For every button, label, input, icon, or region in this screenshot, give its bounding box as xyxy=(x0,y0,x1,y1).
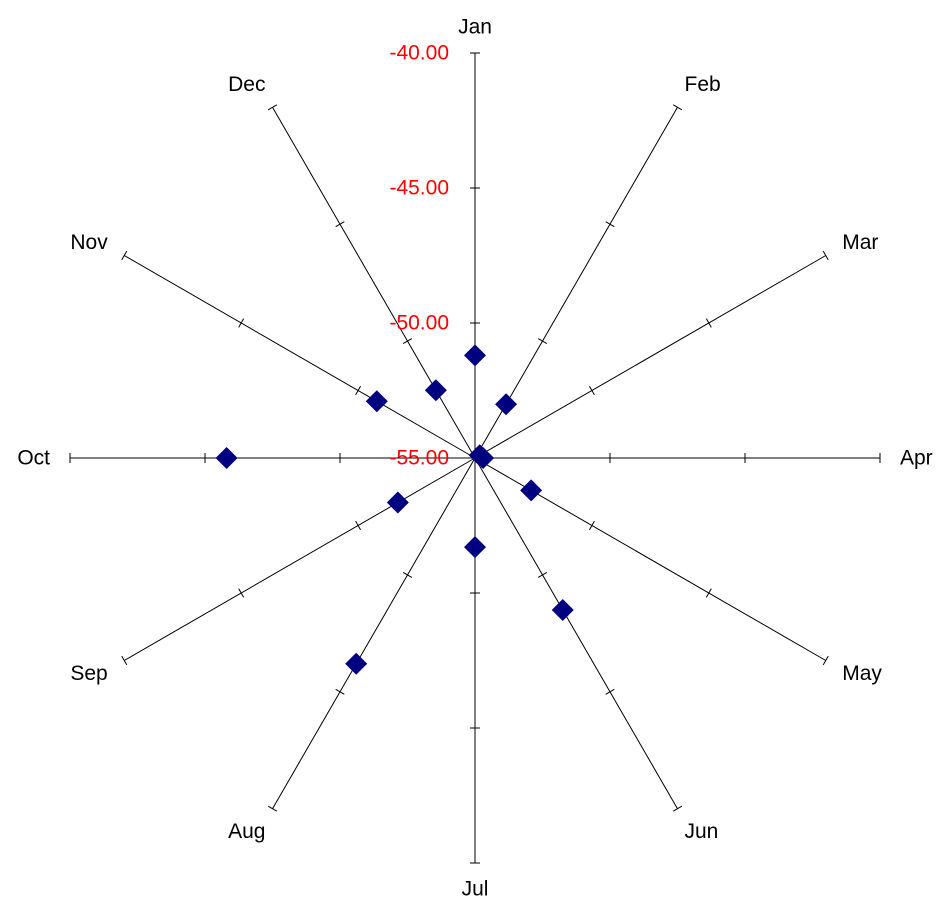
category-label-apr: Apr xyxy=(900,447,933,470)
axis-sep xyxy=(124,457,476,661)
axis-aug xyxy=(272,457,476,809)
tick-jun-3 xyxy=(672,805,683,812)
tick-may-1 xyxy=(588,520,595,531)
axis-dec xyxy=(272,107,476,459)
category-label-jan: Jan xyxy=(458,16,492,39)
tick-feb-1 xyxy=(537,338,548,345)
data-point-sep xyxy=(386,491,409,514)
scale-label-3: -55.00 xyxy=(389,447,449,470)
tick-mar-2 xyxy=(705,318,712,328)
tick-feb-3 xyxy=(672,104,683,111)
data-point-feb xyxy=(495,393,518,416)
tick-dec-2 xyxy=(335,221,345,228)
tick-nov-2 xyxy=(238,318,245,328)
axis-nov xyxy=(124,255,476,459)
scale-label-2: -50.00 xyxy=(389,312,449,335)
tick-dec-1 xyxy=(402,338,413,345)
tick-sep-3 xyxy=(121,655,128,666)
tick-may-3 xyxy=(822,655,829,666)
radar-axes xyxy=(69,52,881,864)
category-label-oct: Oct xyxy=(17,447,50,470)
data-point-jan xyxy=(464,344,486,367)
category-label-aug: Aug xyxy=(228,820,265,843)
tick-sep-1 xyxy=(355,520,362,531)
category-label-jun: Jun xyxy=(685,820,719,843)
tick-aug-1 xyxy=(402,571,413,578)
tick-feb-2 xyxy=(605,221,615,228)
scale-label-0: -40.00 xyxy=(389,42,449,65)
category-label-feb: Feb xyxy=(685,73,721,96)
tick-jun-2 xyxy=(605,688,615,695)
data-point-may xyxy=(520,479,543,502)
data-point-oct xyxy=(215,447,238,469)
data-markers xyxy=(215,344,574,675)
category-labels: Jan Feb Mar Apr May Jun Jul Aug Sep Oct Nov Dec xyxy=(17,16,932,901)
data-point-aug xyxy=(345,652,368,675)
tick-mar-1 xyxy=(588,385,595,396)
scale-label-1: -45.00 xyxy=(389,177,449,200)
tick-nov-3 xyxy=(121,250,128,261)
category-label-sep: Sep xyxy=(70,662,107,685)
data-point-apr xyxy=(472,447,495,469)
tick-aug-2 xyxy=(335,688,345,695)
category-label-mar: Mar xyxy=(842,231,878,254)
tick-nov-1 xyxy=(355,385,362,396)
data-point-jun xyxy=(551,598,574,621)
tick-aug-3 xyxy=(267,805,278,812)
data-point-dec xyxy=(424,379,447,402)
data-point-jul xyxy=(464,536,486,559)
tick-jun-1 xyxy=(537,571,548,578)
category-label-dec: Dec xyxy=(228,73,265,96)
axis-jun xyxy=(474,457,678,809)
axis-mar xyxy=(474,255,826,459)
scale-labels: -40.00 -45.00 -50.00 -55.00 xyxy=(389,42,449,470)
category-label-jul: Jul xyxy=(462,878,489,901)
tick-mar-3 xyxy=(822,250,829,261)
category-label-may: May xyxy=(842,662,882,685)
tick-may-2 xyxy=(705,588,712,598)
category-label-nov: Nov xyxy=(70,231,108,254)
data-point-nov xyxy=(365,390,388,413)
tick-dec-3 xyxy=(267,104,278,111)
tick-sep-2 xyxy=(238,588,245,598)
